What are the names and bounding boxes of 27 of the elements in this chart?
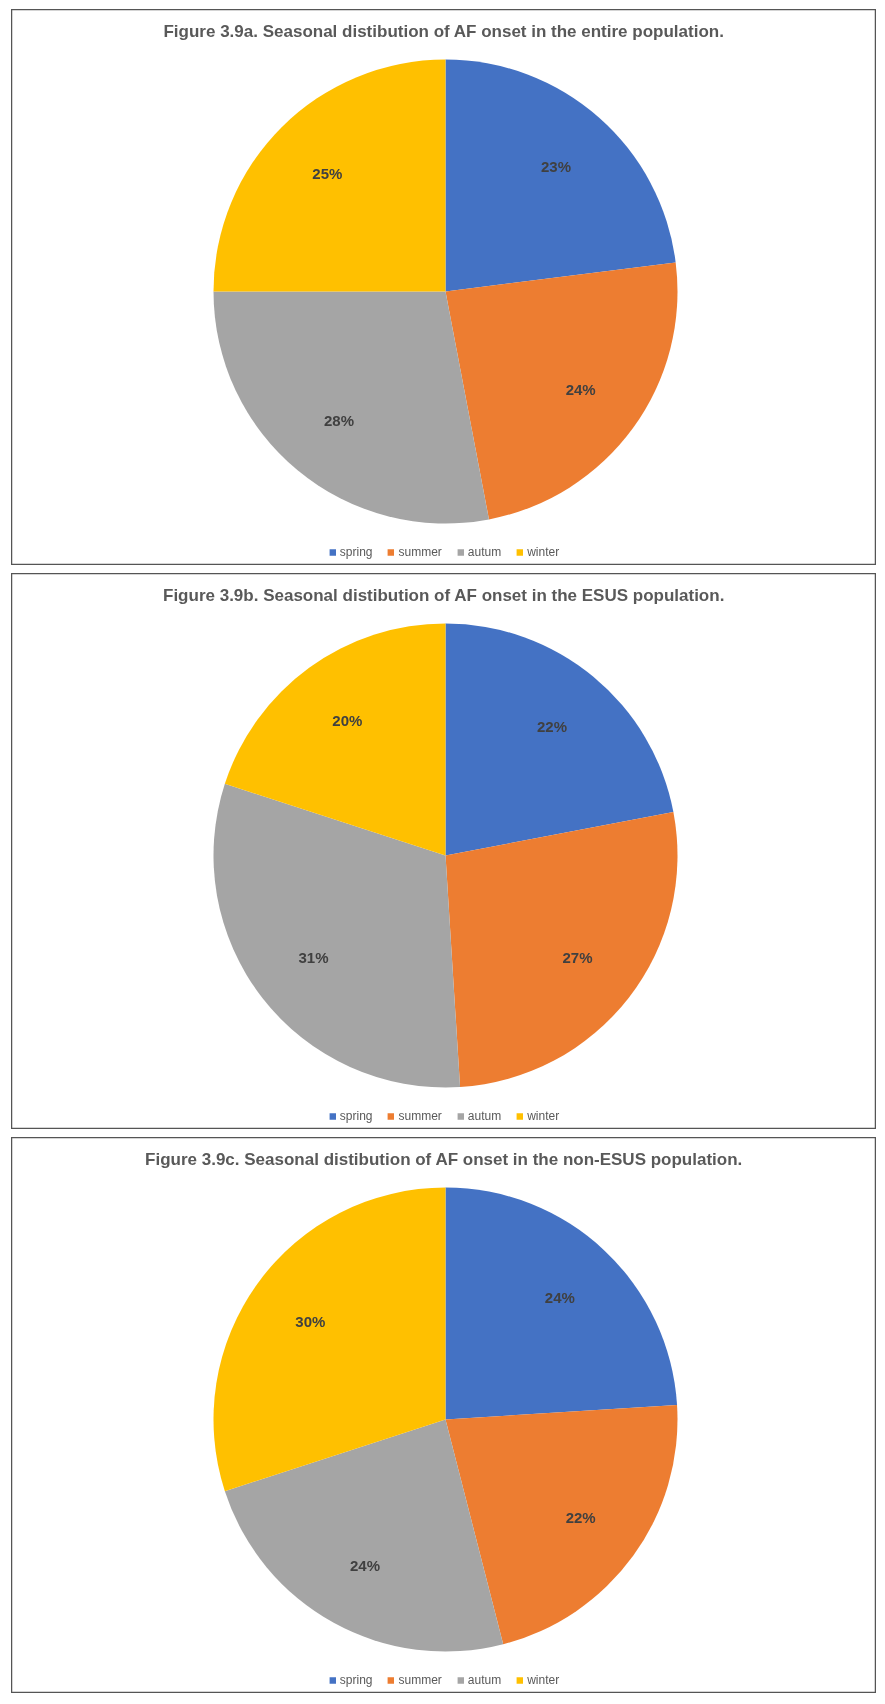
data-label: 22%: [536, 718, 567, 736]
legend-label: spring: [339, 1109, 373, 1123]
data-label: 20%: [332, 711, 363, 729]
legend-label: summer: [398, 1109, 442, 1123]
chart-title: Figure 3.9b. Seasonal distibution of AF onset in the ESUS population.: [163, 586, 725, 605]
data-label: 27%: [562, 949, 593, 967]
data-label: 30%: [295, 1312, 326, 1330]
data-label: 24%: [544, 1289, 575, 1307]
data-label: 31%: [298, 949, 329, 967]
legend-label: summer: [398, 1673, 442, 1687]
data-label: 24%: [350, 1557, 381, 1575]
legend-label: autum: [467, 1109, 502, 1123]
chart-title: Figure 3.9a. Seasonal distibution of AF onset in the entire population.: [163, 22, 724, 41]
data-label: 23%: [540, 157, 571, 175]
legend-label: autum: [467, 545, 502, 559]
legend-label: spring: [339, 1673, 373, 1687]
data-label: 28%: [324, 411, 355, 429]
data-label: 25%: [312, 164, 343, 182]
chart-title: Figure 3.9c. Seasonal distibution of AF onset in the non-ESUS population.: [145, 1150, 743, 1169]
legend-label: autum: [467, 1673, 502, 1687]
legend-label: winter: [527, 545, 560, 559]
legend-label: winter: [527, 1109, 560, 1123]
legend-label: summer: [398, 545, 442, 559]
legend-label: winter: [527, 1673, 560, 1687]
legend-label: spring: [339, 545, 373, 559]
data-label: 22%: [565, 1509, 596, 1527]
data-label: 24%: [565, 381, 596, 399]
